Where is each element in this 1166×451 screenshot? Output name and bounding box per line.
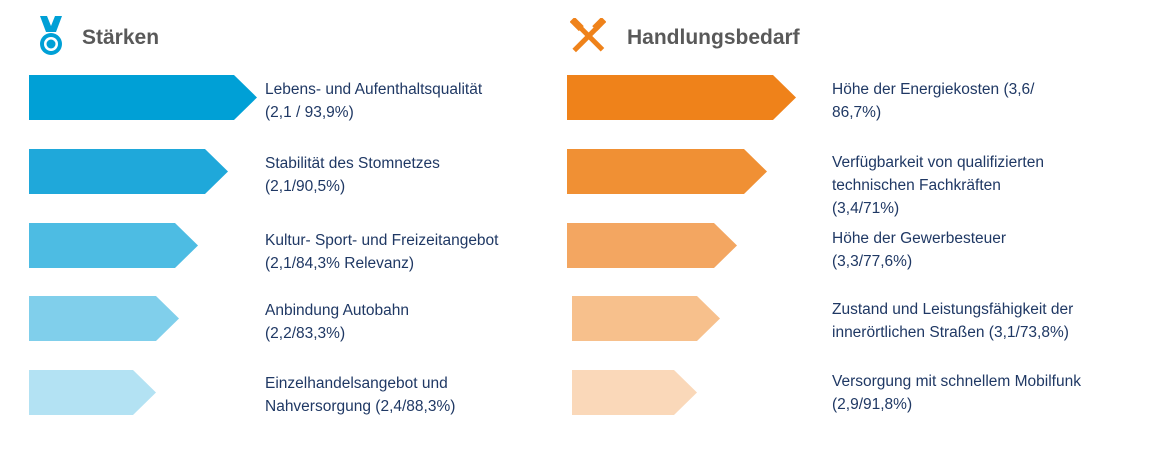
need-arrow-2 <box>567 149 767 194</box>
strength-label-2: Stabilität des Stomnetzes (2,1/90,5%) <box>265 155 440 195</box>
strength-label-1: Lebens- und Aufenthaltsqualität (2,1 / 93… <box>265 81 483 121</box>
need-label-4: Zustand und Leistungsfähigkeit der innerö… <box>832 301 1074 341</box>
need-label-2: Verfügbarkeit von qualifizierten technisc… <box>832 154 1044 217</box>
need-arrow-4 <box>572 296 720 341</box>
need-arrow-1 <box>567 75 796 120</box>
strength-label-5: Einzelhandelsangebot und Nahversorgung (2… <box>265 375 456 415</box>
strength-label-3: Kultur- Sport- und Freizeitangebot (2,1/8… <box>265 232 499 272</box>
needs-title: Handlungsbedarf <box>627 26 800 49</box>
strength-label-4: Anbindung Autobahn (2,2/83,3%) <box>265 302 409 342</box>
strength-arrow-1 <box>29 75 257 120</box>
strength-arrow-4 <box>29 296 179 341</box>
need-arrow-3 <box>567 223 737 268</box>
strength-arrow-3 <box>29 223 198 268</box>
need-arrow-5 <box>572 370 697 415</box>
strengths-title: Stärken <box>82 26 160 49</box>
need-label-3: Höhe der Gewerbesteuer (3,3/77,6%) <box>832 230 1007 270</box>
strength-arrow-5 <box>29 370 156 415</box>
medal-icon <box>40 16 62 55</box>
hammers-icon <box>570 18 606 53</box>
need-label-5: Versorgung mit schnellem Mobilfunk (2,9/9… <box>832 373 1081 413</box>
strength-arrow-2 <box>29 149 228 194</box>
need-label-1: Höhe der Energiekosten (3,6/86,7%) <box>832 81 1035 121</box>
